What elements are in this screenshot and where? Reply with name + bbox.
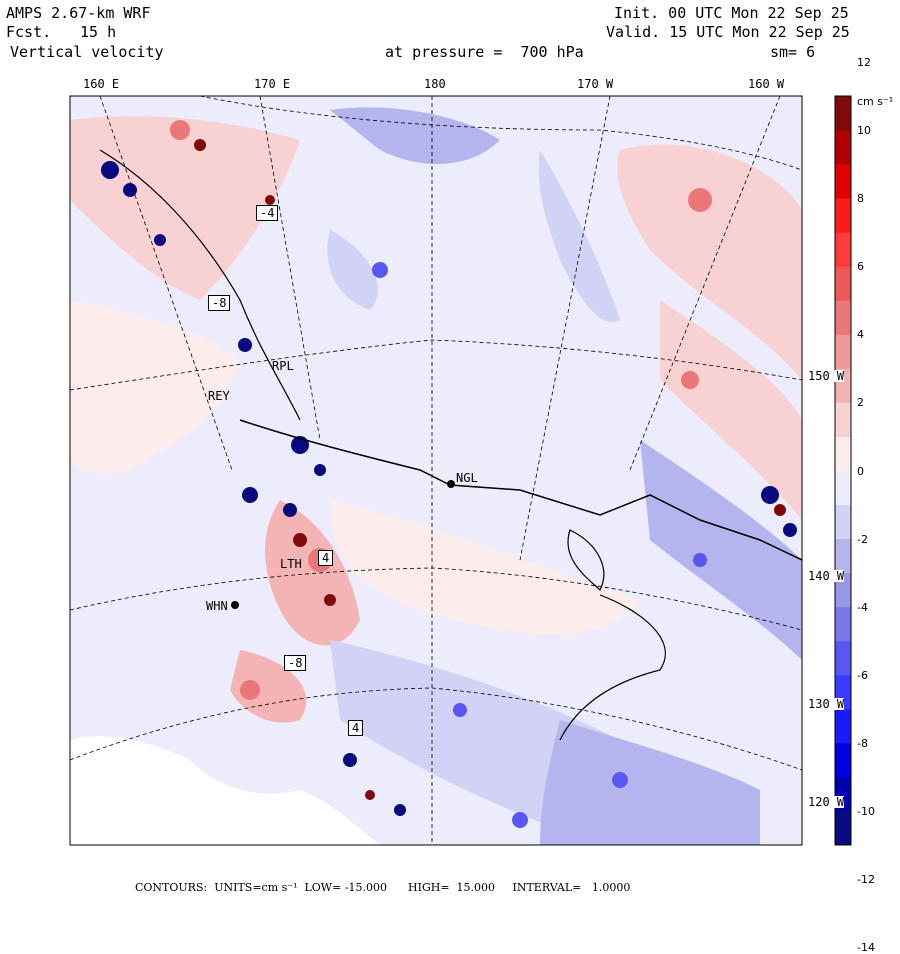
contour-box-label: 4 (318, 550, 334, 566)
lat-label: 140 W (808, 569, 845, 583)
colorbar-tick-label: -6 (857, 668, 868, 682)
lat-label: 150 W (808, 369, 845, 383)
forecast-hour: 15 h (80, 23, 117, 41)
station-label: RPL (272, 359, 294, 373)
colorbar-swatch (835, 130, 851, 165)
colorbar-swatch (835, 708, 851, 744)
lat-label: 120 W (808, 795, 845, 809)
station-label: REY (208, 389, 230, 403)
station-label: LTH (280, 557, 302, 571)
colorbar-tick-label: -14 (857, 941, 875, 954)
colorbar-swatch (835, 266, 851, 301)
model-title: AMPS 2.67-km WRF (6, 4, 151, 22)
colorbar (834, 95, 852, 846)
colorbar-swatch (835, 538, 851, 574)
colorbar-tick-label: 12 (857, 55, 871, 69)
contour-box-label: -4 (256, 205, 279, 221)
colorbar-tick-label: -8 (857, 736, 868, 750)
lon-label: 170 E (254, 77, 291, 91)
colorbar-swatch (835, 300, 851, 335)
colorbar-swatch (835, 504, 851, 540)
lat-label: 130 W (808, 697, 845, 711)
colorbar-swatch (835, 436, 851, 471)
colorbar-swatch (835, 334, 851, 369)
lon-label: 180 (424, 77, 446, 91)
colorbar-tick-label: 8 (857, 192, 864, 206)
colorbar-tick-label: -2 (857, 532, 868, 546)
contour-box-label: -8 (284, 655, 307, 671)
lon-label: 160 E (83, 77, 120, 91)
pressure-level: at pressure = 700 hPa (385, 43, 584, 61)
colorbar-swatch (835, 96, 851, 131)
field-name: Vertical velocity (10, 43, 164, 61)
colorbar-tick-label: 6 (857, 260, 864, 274)
colorbar-swatch (835, 640, 851, 676)
lon-label: 160 W (748, 77, 785, 91)
colorbar-frame (834, 95, 852, 846)
valid-time: Valid. 15 UTC Mon 22 Sep 25 (606, 23, 850, 41)
colorbar-tick-label: 10 (857, 124, 871, 138)
colorbar-tick-label: 4 (857, 328, 864, 342)
smoothing: sm= 6 (770, 43, 816, 61)
colorbar-swatch (835, 232, 851, 267)
vertical-velocity-map (69, 95, 852, 846)
lon-label: 170 W (577, 77, 614, 91)
colorbar-tick-label: 0 (857, 464, 864, 478)
colorbar-tick-label: -4 (857, 600, 868, 614)
init-time: Init. 00 UTC Mon 22 Sep 25 (614, 4, 849, 22)
colorbar-tick-label: -10 (857, 804, 875, 818)
contour-box-label: -8 (208, 295, 231, 311)
colorbar-swatch (835, 810, 851, 846)
colorbar-swatch (835, 470, 851, 506)
colorbar-tick-label: -12 (857, 873, 875, 887)
colorbar-units: cm s⁻¹ (857, 95, 894, 108)
colorbar-swatch (835, 606, 851, 642)
station-label: WHN (206, 599, 228, 613)
forecast-label: Fcst. (6, 23, 52, 41)
colorbar-swatch (835, 742, 851, 778)
colorbar-tick-label: 2 (857, 396, 864, 410)
contour-box-label: 4 (348, 720, 364, 736)
contours-footer: CONTOURS: UNITS=cm s⁻¹ LOW= -15.000 HIGH… (135, 881, 631, 894)
colorbar-swatch (835, 402, 851, 437)
station-label: NGL (456, 471, 478, 485)
colorbar-swatch (835, 198, 851, 233)
colorbar-tick-label: 14 (857, 0, 871, 1)
colorbar-swatch (835, 164, 851, 199)
